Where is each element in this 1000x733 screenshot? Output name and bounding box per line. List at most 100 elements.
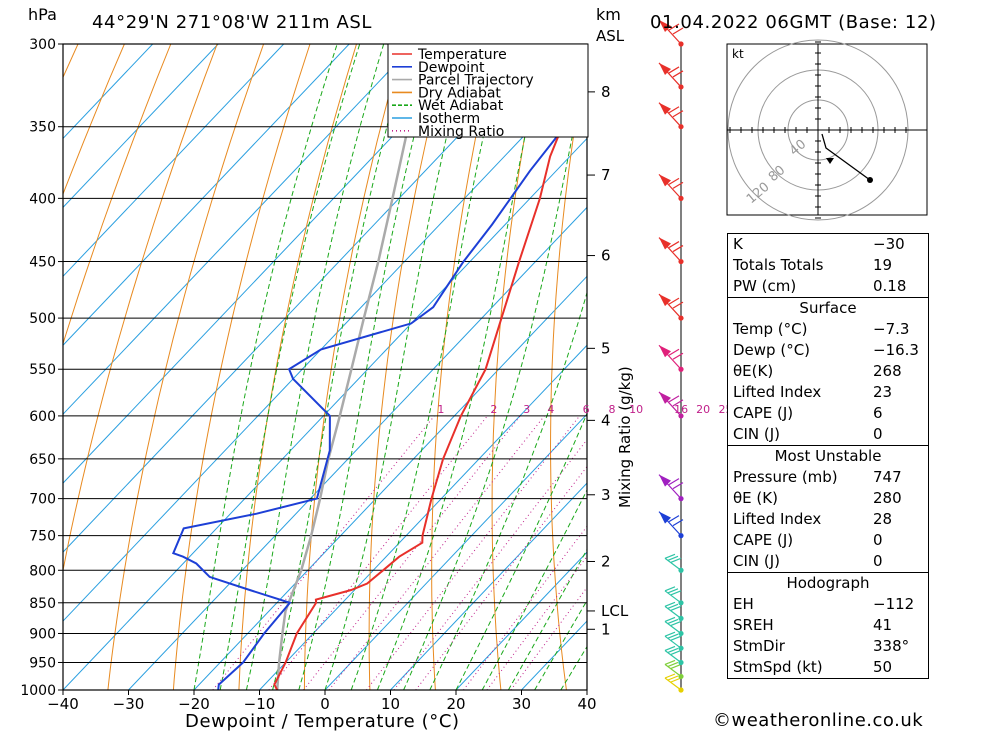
- isotherm-line: [63, 44, 285, 278]
- dry-adiabat-line: [172, 44, 311, 690]
- temp-tick-label: 30: [512, 695, 531, 713]
- isotherm-line: [324, 413, 587, 690]
- wind-barb-flag: [672, 27, 684, 35]
- hodo-key: StmDir: [733, 637, 785, 655]
- wind-barb-pennant: [659, 62, 671, 75]
- storm-motion-marker: [826, 158, 834, 164]
- pressure-tick-label: 750: [29, 529, 56, 545]
- hodo-key: SREH: [733, 616, 774, 634]
- legend-label: Mixing Ratio: [418, 124, 504, 140]
- temp-tick-label: 40: [577, 695, 596, 713]
- wind-barb-flag: [668, 66, 680, 74]
- wind-barb-pennant: [659, 511, 671, 524]
- parcel-trajectory-line: [275, 126, 410, 690]
- surface-value: 268: [873, 362, 902, 380]
- pressure-tick-label: 650: [29, 452, 56, 468]
- surface-header: Surface: [728, 297, 928, 319]
- wind-barb-flag: [668, 515, 680, 523]
- height-tick-label: LCL: [601, 602, 629, 620]
- mu-value: 280: [873, 489, 902, 507]
- wind-barb-flag: [672, 181, 684, 189]
- hodo-value: 338°: [873, 637, 910, 655]
- mixing-ratio-label: 8: [609, 403, 616, 416]
- pressure-tick-label: 700: [29, 492, 56, 508]
- temp-tick-label: −30: [113, 695, 145, 713]
- wind-barb-pennant: [659, 345, 671, 358]
- wind-barb-flag: [667, 647, 679, 654]
- wind-barb: [664, 659, 682, 677]
- surface-key: CIN (J): [733, 425, 781, 443]
- dry-adiabat-line: [63, 44, 172, 346]
- mixing-ratio-label: 20: [696, 403, 710, 416]
- wind-barb-flag: [672, 301, 684, 309]
- pressure-tick-label: 900: [29, 626, 56, 642]
- hodograph-row: EH −112: [728, 594, 928, 615]
- wind-barb-flag: [664, 601, 676, 607]
- legend-label: Dry Adiabat: [418, 85, 501, 101]
- height-tick-label: 7: [601, 166, 611, 184]
- axes: 1 2 3 4 6 8 10 16 20 2530035040045050055060065070…: [20, 37, 732, 713]
- temp-tick-label: −40: [47, 695, 79, 713]
- index-row: Totals Totals 19: [728, 255, 928, 276]
- isotherm-line: [63, 68, 587, 622]
- hodo-key: StmSpd (kt): [733, 658, 823, 676]
- dry-adiabat-line: [491, 44, 543, 690]
- mu-key: Lifted Index: [733, 510, 822, 528]
- isotherm-line: [63, 44, 481, 484]
- wind-barb-staff: [664, 677, 682, 691]
- surface-value: 0: [873, 425, 883, 443]
- wind-barb-pennant: [659, 20, 671, 32]
- pressure-tick-label: 350: [29, 120, 56, 136]
- plot-frame: [62, 43, 588, 691]
- wind-barb-staff: [664, 635, 682, 649]
- dry-adiabat-line: [107, 44, 265, 690]
- wet-adiabat-line: [429, 290, 587, 690]
- dry-adiabat-line: [63, 44, 125, 196]
- height-unit-label: km: [596, 5, 621, 24]
- height-tick-label: 2: [601, 552, 611, 570]
- temp-tick-label: −20: [178, 695, 210, 713]
- hodo-key: EH: [733, 595, 754, 613]
- wind-barb-flag: [668, 177, 680, 185]
- isotherm-line: [63, 44, 416, 415]
- wet-adiabat-line: [350, 44, 505, 690]
- index-row: PW (cm) 0.18: [728, 276, 928, 297]
- mixing-ratio-line: [212, 415, 435, 690]
- legend-label: Temperature: [417, 47, 507, 63]
- height-tick-label: 4: [601, 411, 611, 429]
- copyright-footer[interactable]: ©weatheronline.co.uk: [713, 710, 924, 731]
- mu-value: 0: [873, 552, 883, 570]
- wind-barb-pennant: [659, 237, 671, 250]
- pressure-tick-label: 850: [29, 596, 56, 612]
- mu-key: Pressure (mb): [733, 468, 838, 486]
- mixing-ratio-label: 6: [583, 403, 590, 416]
- wind-barb: [658, 62, 684, 88]
- index-key: PW (cm): [733, 277, 797, 295]
- wind-barb-flag: [670, 620, 682, 627]
- hodograph-unit: kt: [732, 47, 744, 61]
- isotherm-line: [259, 344, 587, 690]
- isotherm-line: [63, 44, 154, 140]
- height-tick-label: 5: [601, 339, 611, 357]
- wind-barb: [658, 102, 684, 128]
- wind-barb: [658, 391, 684, 417]
- surface-row: Dewp (°C) −16.3: [728, 340, 928, 361]
- wind-barb: [664, 645, 682, 663]
- wind-barb-pennant: [659, 102, 671, 115]
- height-tick-label: 3: [601, 486, 611, 504]
- mixing-ratio-label: 1: [437, 403, 444, 416]
- wind-barb: [664, 673, 682, 691]
- isotherm-line: [63, 137, 587, 690]
- surface-key: CAPE (J): [733, 404, 794, 422]
- pressure-unit-label: hPa: [28, 5, 57, 24]
- mu-key: CIN (J): [733, 552, 781, 570]
- hodo-value: −112: [873, 595, 915, 613]
- pressure-tick-label: 500: [29, 311, 56, 327]
- mixing-ratio-line: [415, 465, 587, 690]
- mixing-ratio-line: [303, 415, 521, 690]
- hodograph-row: StmSpd (kt) 50: [728, 657, 928, 678]
- mixing-ratio-line: [328, 415, 545, 690]
- pressure-tick-label: 400: [29, 191, 56, 207]
